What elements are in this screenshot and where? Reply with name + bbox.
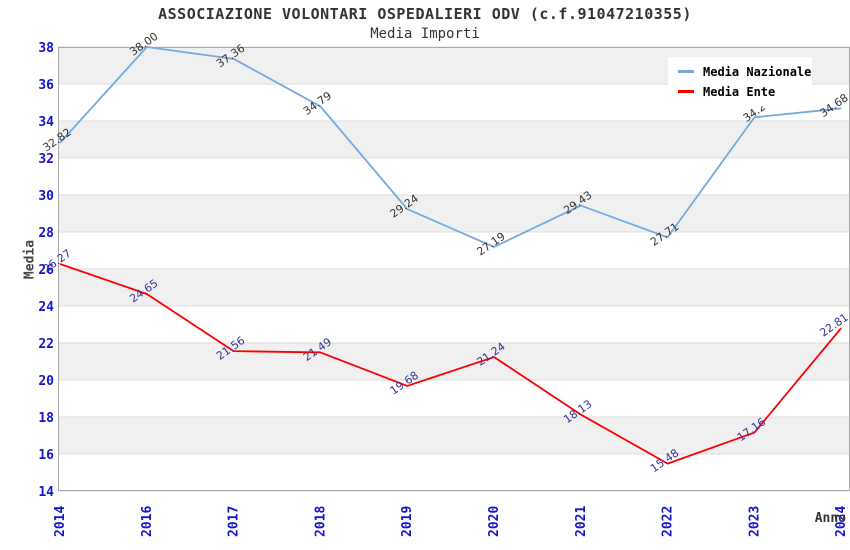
series-line-media-nazionale [59, 46, 842, 248]
plot-band [58, 121, 850, 158]
y-tick-label: 36 [38, 78, 54, 93]
chart-title: ASSOCIAZIONE VOLONTARI OSPEDALIERI ODV (… [158, 5, 692, 23]
legend-item-media-ente: Media Ente [678, 85, 812, 99]
y-tick-label: 14 [38, 485, 54, 500]
y-tick-label: 32 [38, 152, 54, 167]
x-tick-label: 2020 [487, 506, 502, 537]
legend-label: Media Ente [703, 84, 776, 99]
y-tick-label: 26 [38, 263, 54, 278]
y-tick-label: 16 [38, 448, 54, 463]
x-tick-label: 2024 [834, 506, 849, 537]
x-tick-label: 2016 [140, 506, 155, 537]
series-line-media-ente [59, 263, 842, 465]
y-axis-title: Media [22, 239, 38, 280]
x-tick-label: 2023 [747, 506, 762, 537]
y-tick-label: 34 [38, 115, 54, 130]
x-tick-label: 2017 [227, 506, 242, 537]
y-tick-label: 24 [38, 300, 54, 315]
blue-line-icon [678, 70, 694, 73]
y-tick-label: 28 [38, 226, 54, 241]
plot-band [58, 195, 850, 232]
y-tick-label: 20 [38, 374, 54, 389]
plot-band [58, 269, 850, 306]
legend-item-media-nazionale: Media Nazionale [678, 65, 812, 79]
x-tick-label: 2014 [53, 506, 68, 537]
plot-band [58, 343, 850, 380]
y-tick-label: 22 [38, 337, 54, 352]
x-tick-label: 2021 [574, 506, 589, 537]
plot-band [58, 417, 850, 454]
x-axis-title: Anno [814, 511, 846, 526]
y-tick-label: 38 [38, 41, 54, 56]
red-line-icon [678, 90, 694, 93]
legend-label: Media Nazionale [703, 64, 812, 79]
x-tick-label: 2019 [400, 506, 415, 537]
legend: Media Nazionale Media Ente [668, 57, 812, 106]
chart-subtitle: Media Importi [370, 26, 480, 42]
y-tick-label: 30 [38, 189, 54, 204]
x-tick-label: 2018 [313, 506, 328, 537]
y-tick-label: 18 [38, 411, 54, 426]
x-tick-label: 2022 [661, 506, 676, 537]
